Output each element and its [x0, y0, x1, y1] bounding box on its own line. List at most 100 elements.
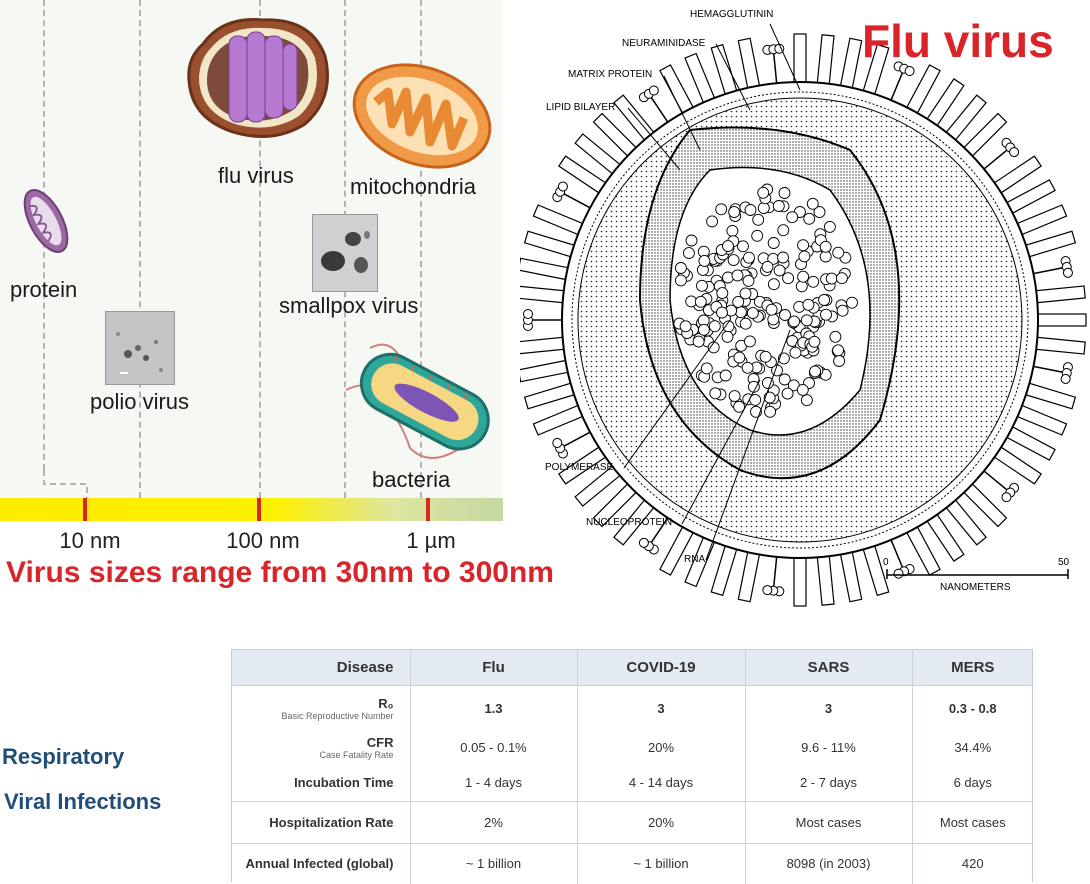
- nucleoprotein-bead: [685, 234, 698, 247]
- nucleoprotein-bead: [726, 224, 739, 237]
- hemagglutinin-spike: [839, 37, 863, 93]
- neuraminidase-spike: [638, 514, 671, 555]
- neuraminidase-spike: [980, 137, 1020, 173]
- gridline: [420, 0, 422, 498]
- table-cell: 1 - 4 days: [410, 763, 578, 802]
- nucleoprotein-bead: [781, 387, 794, 400]
- row-header: R₀ Basic Reproductive Number: [231, 685, 411, 732]
- nucleoprotein-bead: [719, 369, 732, 382]
- nucleoprotein-bead: [708, 320, 721, 333]
- flu-virus-diagram: [520, 23, 1087, 607]
- neuraminidase-spike: [888, 61, 915, 105]
- nucleoprotein-bead: [807, 275, 820, 288]
- nucleoprotein-bead: [765, 303, 778, 316]
- size-scale-bar: [0, 498, 503, 521]
- nucleoprotein-bead: [733, 351, 746, 364]
- label-mitochondria: mitochondria: [350, 174, 476, 199]
- label-polio-virus: polio virus: [90, 389, 190, 414]
- neuraminidase-spike: [980, 467, 1020, 503]
- table-cell: 2%: [410, 801, 578, 844]
- table-cell: 8098 (in 2003): [745, 843, 913, 884]
- nucleoprotein-bead: [746, 307, 759, 320]
- row-label: R₀: [378, 696, 394, 712]
- scale-max: 50: [1058, 557, 1070, 568]
- label-rna: RNA: [684, 554, 706, 565]
- nucleoprotein-bead: [698, 254, 711, 267]
- polio-virus-photo: [105, 311, 175, 385]
- nucleoprotein-bead: [759, 350, 772, 363]
- nucleoprotein-bead: [737, 240, 749, 253]
- nucleoprotein-bead: [809, 365, 822, 378]
- label-matrix-protein: MATRIX PROTEIN: [568, 69, 653, 80]
- hemagglutinin-spike: [793, 553, 807, 607]
- nucleoprotein-bead: [772, 200, 785, 212]
- table-cell: 6 days: [912, 763, 1033, 802]
- label-protein: protein: [10, 277, 78, 302]
- bacteria-icon: [345, 343, 490, 459]
- column-header: COVID-19: [577, 649, 746, 686]
- nucleoprotein-bead: [716, 306, 728, 319]
- nucleoprotein-bead: [777, 251, 789, 264]
- row-header: Annual Infected (global): [231, 843, 411, 884]
- table-row: R₀ Basic Reproductive Number 1.3 3 3 0.3…: [231, 685, 1033, 732]
- neuraminidase-spike: [552, 429, 594, 459]
- hemagglutinin-spike: [793, 33, 807, 87]
- flu-virus-title: Flu virus: [862, 15, 1054, 67]
- nucleoprotein-bead: [739, 317, 752, 330]
- nucleoprotein-bead: [786, 211, 799, 224]
- nucleoprotein-bead: [778, 373, 791, 386]
- nucleoprotein-bead: [788, 315, 801, 328]
- hemagglutinin-spike: [520, 285, 569, 304]
- hemagglutinin-spike: [839, 547, 863, 603]
- respiratory-heading-line1: Respiratory: [2, 744, 125, 769]
- nucleoprotein-bead: [744, 204, 757, 216]
- nucleoprotein-bead: [733, 400, 746, 413]
- nucleoprotein-bead: [808, 335, 821, 348]
- micrograph-image: [313, 215, 377, 291]
- table-header-row: Disease Flu COVID-19 SARS MERS: [231, 649, 1033, 686]
- table-cell: ~ 1 billion: [577, 843, 746, 884]
- nucleoprotein-bead: [751, 229, 764, 242]
- nucleoprotein-bead: [757, 202, 770, 214]
- scale-tick: [426, 498, 430, 521]
- hemagglutinin-spike: [523, 381, 579, 410]
- size-scale-panel: protein polio virus flu virus smallpox v…: [0, 0, 503, 521]
- nucleoprotein-bead: [721, 330, 734, 343]
- nucleoprotein-bead: [846, 296, 858, 309]
- nucleoprotein-bead: [743, 335, 756, 348]
- nucleoprotein-bead: [797, 270, 810, 283]
- nucleoprotein-bead: [709, 387, 722, 400]
- nucleoprotein-bead: [798, 250, 811, 263]
- nucleoprotein-bead: [823, 220, 836, 233]
- virus-size-caption: Virus sizes range from 30nm to 300nm: [6, 556, 554, 589]
- neuraminidase-spike: [638, 85, 671, 126]
- gridline: [259, 0, 261, 498]
- table-cell: 0.05 - 0.1%: [410, 731, 578, 764]
- hemagglutinin-spike: [816, 34, 835, 89]
- nucleoprotein-bead: [777, 224, 790, 237]
- nucleoprotein-bead: [696, 279, 708, 292]
- hemagglutinin-spike: [520, 359, 573, 383]
- table-row: Incubation Time 1 - 4 days 4 - 14 days 2…: [231, 763, 1033, 802]
- table-row: Hospitalization Rate 2% 20% Most cases M…: [231, 801, 1033, 844]
- nucleoprotein-bead: [767, 237, 780, 249]
- column-header: SARS: [745, 649, 913, 686]
- nucleoprotein-bead: [716, 287, 729, 300]
- row-header: CFR Case Fatality Rate: [231, 731, 411, 764]
- nucleoprotein-bead: [813, 206, 826, 219]
- scale-unit: NANOMETERS: [940, 582, 1011, 593]
- nucleoprotein-coils: [673, 183, 858, 418]
- scale-min: 0: [883, 557, 889, 568]
- table-row: Annual Infected (global) ~ 1 billion ~ 1…: [231, 843, 1033, 884]
- nucleoprotein-bead: [692, 335, 705, 348]
- nucleoprotein-bead: [803, 212, 816, 225]
- hemagglutinin-spike: [1031, 285, 1086, 304]
- disease-comparison-table: Disease Flu COVID-19 SARS MERS R₀ Basic …: [231, 649, 1033, 884]
- nucleoprotein-bead: [782, 272, 795, 285]
- nucleoprotein-bead: [802, 298, 815, 311]
- smallpox-virus-photo: [312, 214, 378, 292]
- mitochondria-icon: [352, 63, 492, 169]
- nucleoprotein-bead: [829, 330, 842, 343]
- hemagglutinin-spike: [1033, 313, 1087, 327]
- column-header: Disease: [231, 649, 411, 686]
